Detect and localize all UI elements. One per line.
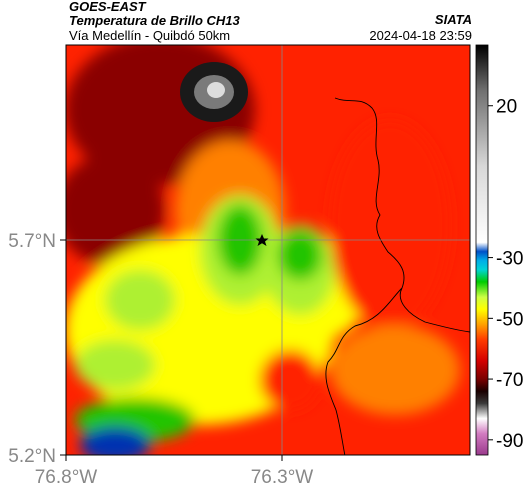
star-icon (255, 234, 269, 246)
lat-label-5-2: 5.2°N (8, 446, 56, 467)
temperature-field (66, 45, 470, 455)
cold-cloud-west (66, 155, 165, 265)
warm-zone-southeast-corner (330, 325, 460, 415)
colorbar: 20 -30 -50 -70 -90 (475, 44, 523, 456)
green-patch-southwest (75, 340, 155, 390)
green-patch-west (105, 270, 175, 330)
satellite-title: GOES-EAST (69, 0, 146, 14)
colorbar-tick-label: 20 (496, 97, 517, 118)
warm-patch-south (260, 350, 320, 410)
colorbar-tick-label: -90 (496, 431, 523, 452)
green-core-east (278, 230, 322, 280)
cold-patch-southwest (80, 427, 150, 455)
colorbar-tick-label: -70 (496, 370, 523, 391)
colorbar-ticks: 20 -30 -50 -70 -90 (488, 97, 523, 452)
datetime-label: 2024-04-18 23:59 (369, 28, 472, 43)
colorbar-gradient (475, 44, 489, 456)
lon-label-76-8: 76.8°W (35, 467, 98, 488)
colorbar-tick-label: -50 (496, 309, 523, 330)
organization-label: SIATA (434, 12, 472, 27)
lat-ticks (60, 239, 66, 456)
lon-label-76-3: 76.3°W (251, 467, 314, 488)
cloud-top-core (180, 62, 248, 122)
plot-frame (65, 44, 471, 456)
warm-zone-east (330, 120, 450, 330)
lon-ticks (65, 455, 283, 461)
colorbar-tick-label: -30 (496, 249, 523, 270)
product-subtitle: Temperatura de Brillo CH13 (69, 13, 240, 28)
lat-label-5-7: 5.7°N (8, 231, 56, 252)
region-label: Vía Medellín - Quibdó 50km (69, 28, 231, 43)
boundary-lines (325, 97, 470, 455)
